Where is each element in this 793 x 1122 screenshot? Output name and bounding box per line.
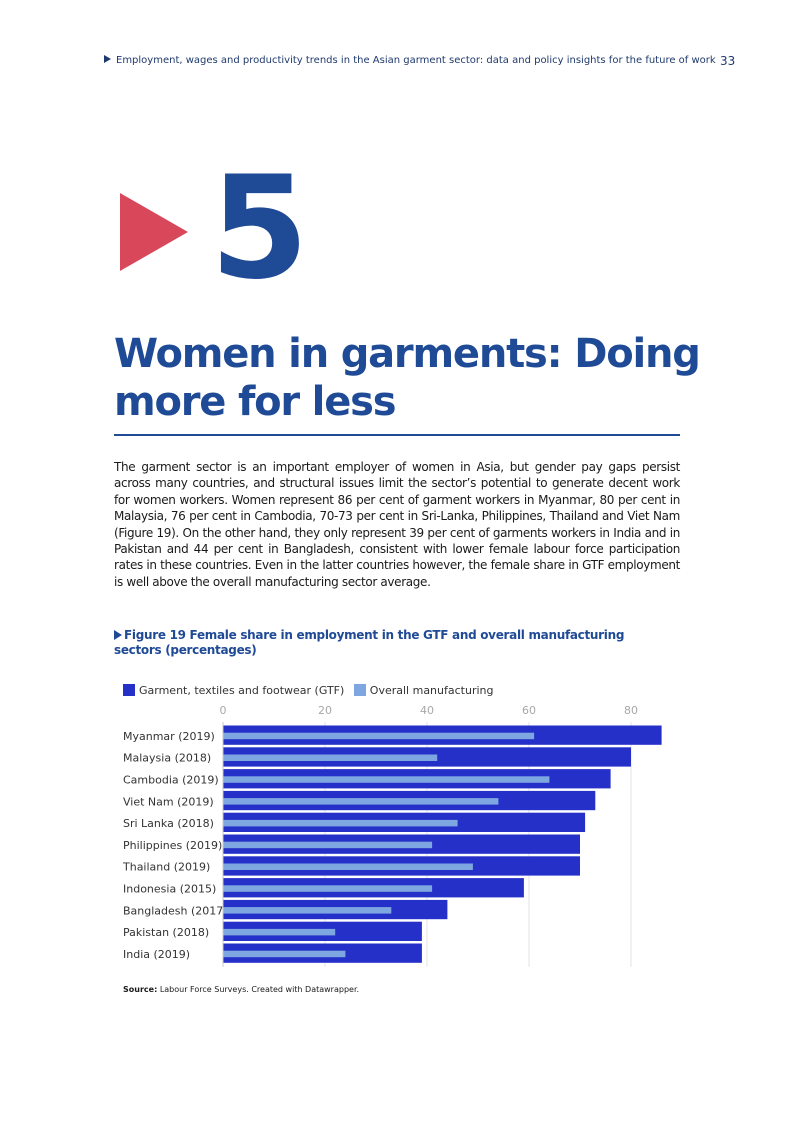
chapter-title: Women in garments: Doing more for less xyxy=(114,331,701,425)
chapter-arrow-icon xyxy=(120,193,188,271)
legend-swatch-gtf xyxy=(123,684,135,696)
category-label: Indonesia (2015) xyxy=(123,883,216,896)
category-label: Sri Lanka (2018) xyxy=(123,817,214,830)
bar-overall-manufacturing xyxy=(223,841,433,849)
triangle-bullet-icon xyxy=(104,55,111,63)
running-header: Employment, wages and productivity trend… xyxy=(104,55,716,66)
category-label: India (2019) xyxy=(123,948,190,961)
body-paragraph: The garment sector is an important emplo… xyxy=(114,460,680,589)
chart-legend: Garment, textiles and footwear (GTF) Ove… xyxy=(123,684,499,697)
title-divider xyxy=(114,434,680,436)
category-label: Bangladesh (2017) xyxy=(123,904,228,917)
bar-overall-manufacturing xyxy=(223,798,499,805)
bar-overall-manufacturing xyxy=(223,950,346,958)
bar-overall-manufacturing xyxy=(223,863,473,870)
category-label: Pakistan (2018) xyxy=(123,926,209,939)
category-label: Philippines (2019) xyxy=(123,839,222,852)
legend-item-manufacturing: Overall manufacturing xyxy=(353,684,494,697)
bar-overall-manufacturing xyxy=(223,754,438,761)
page-number: 33 xyxy=(720,54,736,68)
category-label: Malaysia (2018) xyxy=(123,752,211,765)
bar-chart: 0 20 40 60 80 Myanmar (2019) Malaysia (2018) Ca… xyxy=(122,704,662,967)
category-label: Viet Nam (2019) xyxy=(123,795,214,808)
x-tick-label: 40 xyxy=(420,704,434,717)
bar-overall-manufacturing xyxy=(223,885,433,892)
x-tick-label: 60 xyxy=(522,704,536,717)
category-label: Thailand (2019) xyxy=(122,861,210,874)
legend-swatch-manufacturing xyxy=(353,684,366,696)
chapter-number: 5 xyxy=(210,146,309,311)
running-title: Employment, wages and productivity trend… xyxy=(116,55,716,66)
triangle-bullet-icon xyxy=(114,630,122,640)
bar-overall-manufacturing xyxy=(223,732,535,740)
legend-item-gtf: Garment, textiles and footwear (GTF) xyxy=(123,684,344,697)
source-label: Source: xyxy=(123,985,158,994)
source-note: Source: Labour Force Surveys. Created wi… xyxy=(123,985,359,994)
x-tick-label: 20 xyxy=(318,704,332,717)
source-text: Labour Force Surveys. Created with Dataw… xyxy=(159,985,360,994)
x-tick-label: 80 xyxy=(624,704,638,717)
legend-label-gtf: Garment, textiles and footwear (GTF) xyxy=(139,684,345,697)
category-label: Cambodia (2019) xyxy=(123,774,219,787)
legend-label-manufacturing: Overall manufacturing xyxy=(369,684,494,697)
category-label: Myanmar (2019) xyxy=(123,730,215,743)
x-tick-label: 0 xyxy=(220,704,227,717)
bar-overall-manufacturing xyxy=(223,928,336,936)
figure-caption: Figure 19 Female share in employment in … xyxy=(114,628,674,657)
bar-overall-manufacturing xyxy=(223,776,550,783)
bar-overall-manufacturing xyxy=(223,907,392,914)
figure-caption-text: Figure 19 Female share in employment in … xyxy=(114,628,625,657)
bar-overall-manufacturing xyxy=(223,819,458,827)
